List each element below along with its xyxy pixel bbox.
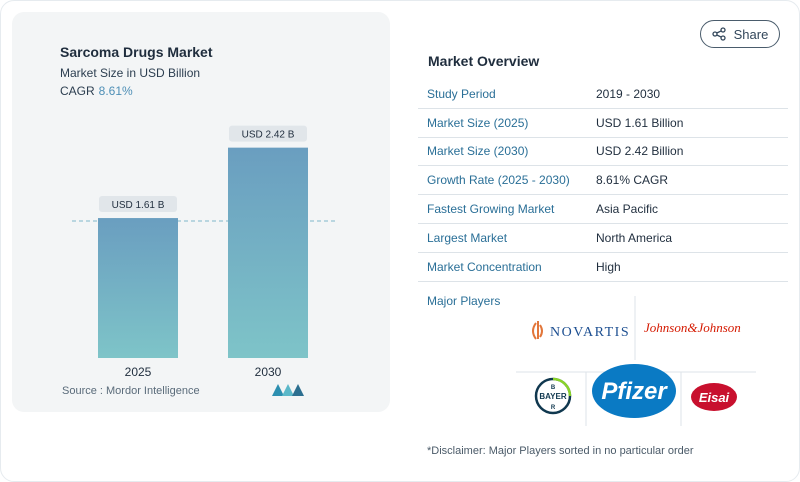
overview-row-size-2025: Market Size (2025) USD 1.61 Billion bbox=[418, 109, 788, 138]
mordor-logo-icon bbox=[272, 384, 304, 396]
share-icon bbox=[711, 27, 726, 41]
svg-text:Eisai: Eisai bbox=[699, 390, 730, 405]
johnson-and-johnson-logo: Johnson&Johnson bbox=[644, 320, 741, 335]
svg-text:NOVARTIS: NOVARTIS bbox=[550, 325, 630, 340]
share-button[interactable]: Share bbox=[700, 20, 780, 48]
share-label: Share bbox=[733, 26, 769, 42]
bar-chart: USD 1.61 B 2025 USD 2.42 B 2030 bbox=[72, 125, 338, 379]
novartis-logo: NOVARTIS bbox=[532, 321, 630, 340]
svg-text:BAYER: BAYER bbox=[539, 392, 566, 401]
svg-text:B: B bbox=[551, 385, 556, 391]
data-label: USD 2.42 B bbox=[242, 130, 295, 141]
overview-row-fastest-growing: Fastest Growing Market Asia Pacific bbox=[418, 195, 788, 224]
overview-key: Growth Rate (2025 - 2030) bbox=[427, 173, 570, 188]
cagr-value: 8.61% bbox=[98, 84, 133, 98]
pfizer-logo: Pfizer bbox=[592, 364, 676, 418]
svg-text:Pfizer: Pfizer bbox=[601, 378, 668, 405]
x-tick-label: 2030 bbox=[255, 365, 282, 379]
eisai-logo: Eisai bbox=[691, 383, 737, 411]
bar-2030 bbox=[228, 147, 308, 358]
overview-key: Fastest Growing Market bbox=[427, 202, 555, 217]
bayer-logo: BAYER B R bbox=[534, 377, 572, 415]
overview-value: Asia Pacific bbox=[596, 202, 659, 217]
svg-text:R: R bbox=[551, 405, 556, 411]
overview-row-largest-market: Largest Market North America bbox=[418, 224, 788, 253]
data-label-pill bbox=[229, 125, 307, 142]
data-label: USD 1.61 B bbox=[112, 200, 165, 211]
overview-key: Market Size (2025) bbox=[427, 115, 529, 130]
overview-row-study-period: Study Period 2019 - 2030 bbox=[418, 80, 788, 109]
overview-value: 8.61% CAGR bbox=[596, 173, 669, 188]
overview-key: Largest Market bbox=[427, 230, 508, 245]
data-label-pill bbox=[99, 196, 177, 213]
cagr-line: CAGR 8.61% bbox=[60, 84, 133, 98]
overview-row-size-2030: Market Size (2030) USD 2.42 Billion bbox=[418, 138, 788, 167]
major-players-title: Major Players bbox=[427, 294, 501, 308]
source-text: Source : Mordor Intelligence bbox=[62, 385, 200, 397]
chart-subtitle: Market Size in USD Billion bbox=[60, 66, 201, 80]
cagr-label: CAGR bbox=[60, 84, 95, 98]
bar-2025 bbox=[98, 218, 178, 358]
overview-value: 2019 - 2030 bbox=[596, 86, 661, 101]
overview-value: High bbox=[596, 259, 621, 274]
overview-table: Study Period 2019 - 2030 Market Size (202… bbox=[418, 80, 788, 282]
overview-key: Market Concentration bbox=[427, 259, 542, 274]
overview-value: USD 1.61 Billion bbox=[596, 115, 684, 130]
overview-row-growth-rate: Growth Rate (2025 - 2030) 8.61% CAGR bbox=[418, 166, 788, 196]
disclaimer-text: *Disclaimer: Major Players sorted in no … bbox=[427, 445, 694, 457]
overview-key: Market Size (2030) bbox=[427, 144, 529, 159]
svg-text:Johnson&Johnson: Johnson&Johnson bbox=[644, 320, 741, 335]
chart-card bbox=[12, 12, 390, 412]
overview-row-concentration: Market Concentration High bbox=[418, 253, 788, 282]
overview-value: North America bbox=[596, 230, 673, 245]
chart-title: Sarcoma Drugs Market bbox=[60, 44, 213, 60]
x-tick-label: 2025 bbox=[125, 365, 152, 379]
overview-value: USD 2.42 Billion bbox=[596, 144, 684, 159]
overview-key: Study Period bbox=[427, 86, 496, 101]
overview-title: Market Overview bbox=[428, 53, 540, 69]
major-players-logos: NOVARTIS Johnson&Johnson BAYER B R Pfize… bbox=[516, 296, 756, 426]
